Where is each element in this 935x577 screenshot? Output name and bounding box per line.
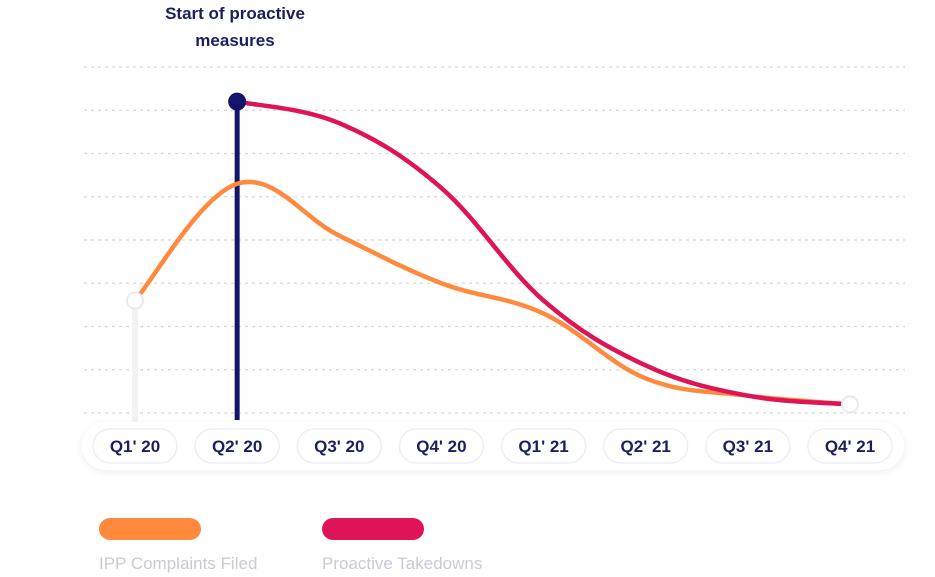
x-tick-pill — [602, 428, 689, 464]
x-tick: Q2' 21 — [602, 428, 689, 464]
annotation-label: Start of proactive measures — [120, 0, 350, 54]
x-tick-label: Q2' 21 — [621, 437, 671, 456]
annotation-line-2: measures — [195, 31, 275, 50]
x-tick-label: Q1' 20 — [110, 437, 160, 456]
x-tick-pill — [296, 428, 383, 464]
end-marker — [841, 395, 859, 414]
legend-item-ipp-complaints: IPP Complaints Filed — [99, 518, 257, 573]
x-tick: Q4' 21 — [807, 428, 893, 464]
x-tick: Q4' 20 — [398, 428, 485, 464]
annotation-marker — [228, 92, 247, 111]
legend-item-proactive-takedowns: Proactive Takedowns — [322, 518, 482, 573]
x-tick-label: Q4' 21 — [825, 437, 875, 456]
x-tick-pill — [398, 428, 485, 464]
legend-label-ipp-complaints: IPP Complaints Filed — [99, 554, 258, 573]
legend-swatch-proactive-takedowns — [322, 518, 424, 540]
x-tick-pill — [500, 428, 587, 464]
x-tick-pill — [194, 428, 280, 464]
series-line-ipp-complaints-filed — [132, 179, 853, 407]
x-tick: Q1' 20 — [92, 428, 178, 464]
series-layer — [132, 99, 853, 407]
start-stems — [132, 101, 240, 440]
start-marker — [126, 291, 144, 310]
markers — [126, 92, 859, 414]
x-tick-pill — [807, 428, 893, 464]
x-tick: Q3' 21 — [705, 428, 791, 464]
x-tick-labels: Q1' 20 Q2' 20 Q3' 20 Q4' 20 Q1' 21 Q2' 21 Q3' … — [92, 428, 893, 464]
x-tick-label: Q4' 20 — [416, 437, 466, 456]
annotation-line-1: Start of proactive — [165, 4, 305, 23]
x-tick-label: Q3' 21 — [723, 437, 773, 456]
x-tick-pill — [92, 428, 178, 464]
x-tick-label: Q2' 20 — [212, 437, 262, 456]
series-line-proactive-takedowns — [234, 99, 853, 407]
x-tick-label: Q3' 20 — [314, 437, 364, 456]
x-tick: Q1' 21 — [500, 428, 587, 464]
x-axis — [82, 422, 904, 470]
x-axis-band — [82, 422, 904, 470]
x-tick-pill — [705, 428, 791, 464]
x-tick: Q2' 20 — [194, 428, 280, 464]
legend-swatch-ipp-complaints — [99, 518, 201, 540]
legend-label-proactive-takedowns: Proactive Takedowns — [322, 554, 483, 573]
grid-lines — [84, 66, 905, 414]
x-tick-label: Q1' 21 — [518, 437, 568, 456]
x-tick: Q3' 20 — [296, 428, 383, 464]
